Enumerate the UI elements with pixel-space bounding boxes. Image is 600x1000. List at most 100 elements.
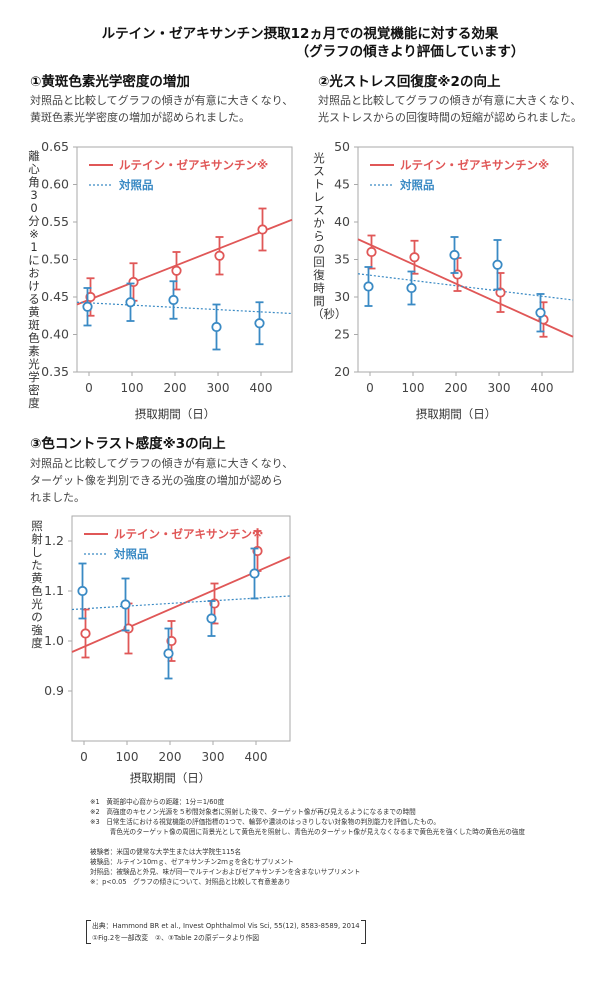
footnote: 青色光のターゲット像の周囲に背景光として黄色光を照射し、青色光のターゲット像が見…	[90, 828, 525, 836]
footnote: ※2 高強度のキセノン光源を５秒間対象者に照射した後で、ターゲット像が再び見える…	[90, 808, 416, 816]
control-data-point	[535, 307, 546, 318]
y-tick-label: 35	[334, 252, 350, 267]
x-tick-label: 0	[85, 381, 93, 395]
footnote: ※3 日常生活における視覚機能の評価指標の1つで、輪郭や濃淡のはっきりしない対象…	[90, 818, 440, 826]
y-tick-label: 0.45	[41, 289, 69, 304]
test-data-point	[257, 224, 268, 235]
test-data-point	[214, 250, 225, 261]
desc-line: れました。	[30, 491, 85, 504]
test-data-point	[166, 635, 177, 647]
desc-line: 光ストレスからの回復時間の短縮が認められました。	[318, 111, 582, 124]
x-tick-label: 300	[488, 381, 511, 395]
control-trend-line	[357, 273, 574, 301]
x-tick-label: 200	[445, 381, 468, 395]
study-subjects: 被験者：米国の健常な大学生または大学院生115名	[90, 848, 242, 856]
y-axis-label: 離心角30分※1における黄斑色素光学密度	[28, 149, 40, 410]
legend-control-label: 対照品	[113, 547, 149, 561]
footnotes: ※1 黄斑部中心窩からの距離：1分＝1/60度 ※2 高強度のキセノン光源を５秒…	[90, 797, 525, 887]
legend-control-label: 対照品	[399, 178, 435, 192]
page-subtitle: （グラフの傾きより評価しています）	[295, 44, 525, 60]
section-desc-photostress: 対照品と比較してグラフの傾きが有意に大きくなり、 光ストレスからの回復時間の短縮…	[318, 92, 582, 126]
y-tick-label: 0.65	[41, 139, 69, 154]
control-data-point	[125, 297, 136, 308]
control-data-point	[82, 301, 93, 312]
control-data-point	[211, 321, 222, 333]
y-tick-label: 0.40	[41, 327, 69, 342]
x-tick-label: 0	[80, 750, 88, 764]
x-axis-label: 摂取期間（日）	[416, 407, 497, 421]
control-data-point	[492, 259, 503, 270]
significance-note: ※：p<0.05 グラフの傾きについて、対照品と比較して有意差あり	[90, 878, 291, 886]
x-tick-label: 300	[202, 750, 225, 764]
x-tick-label: 0	[366, 381, 374, 395]
section-heading-contrast: ③色コントラスト感度※3の向上	[30, 436, 226, 452]
control-trend-line	[71, 595, 291, 611]
x-tick-label: 200	[159, 750, 182, 764]
y-tick-label: 45	[334, 177, 350, 192]
y-tick-label: 20	[334, 364, 350, 379]
control-data-point	[206, 613, 217, 624]
x-axis-label: 摂取期間（日）	[135, 407, 216, 421]
y-tick-label: 1.0	[44, 633, 64, 648]
test-data-point	[80, 628, 91, 639]
control-data-point	[77, 585, 88, 597]
control-data-point	[249, 568, 260, 579]
desc-line: 対照品と比較してグラフの傾きが有意に大きくなり、	[318, 94, 582, 107]
x-tick-label: 300	[207, 381, 230, 395]
section-heading-photostress: ②光ストレス回復度※2の向上	[318, 74, 501, 90]
desc-line: 対照品と比較してグラフの傾きが有意に大きくなり、	[30, 457, 294, 470]
y-tick-label: 50	[334, 139, 350, 154]
test-product: 被験品：ルテイン10ｍｇ、ゼアキサンチン2ｍｇを含むサプリメント	[90, 858, 294, 866]
x-tick-label: 100	[402, 381, 425, 395]
citation-line: 出典：Hammond BR et al., Invest Ophthalmol …	[92, 922, 360, 930]
y-tick-label: 30	[334, 289, 350, 304]
control-data-point	[120, 599, 131, 610]
y-tick-label: 40	[334, 214, 350, 229]
page-title: ルテイン・ゼアキサンチン摂取12ヵ月での視覚機能に対する効果	[101, 26, 499, 42]
y-tick-label: 0.55	[41, 214, 69, 229]
y-tick-label: 25	[334, 327, 350, 342]
source-citation: 出典：Hammond BR et al., Invest Ophthalmol …	[86, 920, 366, 944]
y-tick-label: 1.1	[44, 583, 64, 598]
desc-line: ターゲット像を判別できる光の強度の増加が認めら	[30, 474, 283, 487]
footnote: ※1 黄斑部中心窩からの距離：1分＝1/60度	[90, 798, 225, 806]
legend-test-label: ルテイン・ゼアキサンチン※	[114, 527, 263, 541]
x-tick-label: 200	[164, 381, 187, 395]
desc-line: 対照品と比較してグラフの傾きが有意に大きくなり、	[30, 94, 294, 107]
y-tick-label: 0.60	[41, 177, 69, 192]
section-heading-macular-density: ①黄斑色素光学密度の増加	[30, 74, 190, 90]
x-tick-label: 400	[250, 381, 273, 395]
test-trend-line	[357, 238, 574, 338]
x-axis-label: 摂取期間（日）	[130, 771, 211, 785]
section-desc-macular-density: 対照品と比較してグラフの傾きが有意に大きくなり、 黄斑色素光学密度の増加が認めら…	[30, 92, 293, 126]
citation-line: ①Fig.2を一部改変 ②、③Table 2の原データより作図	[92, 934, 260, 942]
test-trend-line	[76, 218, 293, 306]
legend-control-label: 対照品	[118, 178, 154, 192]
x-tick-label: 400	[245, 750, 268, 764]
control-data-point	[449, 249, 460, 261]
control-data-point	[168, 294, 179, 306]
legend-test-label: ルテイン・ゼアキサンチン※	[119, 158, 268, 172]
control-product: 対照品：被験品と外見、味が同一でルテインおよびゼアキサンチンを含まないサプリメン…	[90, 868, 361, 876]
legend-test-label: ルテイン・ゼアキサンチン※	[400, 158, 549, 172]
x-tick-label: 100	[121, 381, 144, 395]
y-tick-label: 0.50	[41, 252, 69, 267]
y-tick-label: 0.9	[44, 683, 64, 698]
x-tick-label: 100	[116, 750, 139, 764]
control-data-point	[363, 281, 374, 292]
control-data-point	[254, 318, 265, 329]
section-desc-contrast: 対照品と比較してグラフの傾きが有意に大きくなり、 ターゲット像を判別できる光の強…	[30, 455, 293, 506]
control-data-point	[163, 648, 174, 659]
control-data-point	[406, 282, 417, 294]
x-tick-label: 400	[531, 381, 554, 395]
test-data-point	[366, 246, 377, 258]
desc-line: 黄斑色素光学密度の増加が認められました。	[30, 111, 250, 124]
y-tick-label: 1.2	[44, 533, 64, 548]
y-axis-label: 照射した黄色光の強度	[31, 519, 43, 650]
test-data-point	[409, 252, 420, 263]
test-data-point	[171, 265, 182, 276]
y-tick-label: 0.35	[41, 364, 69, 379]
